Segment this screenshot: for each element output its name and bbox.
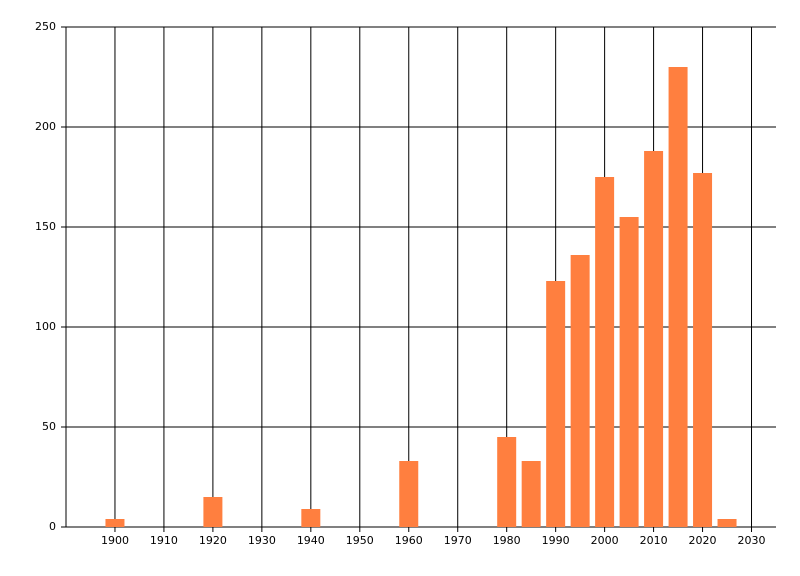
- x-tick-label: 1990: [542, 534, 570, 547]
- bar: [595, 177, 615, 527]
- x-tick-label: 1970: [444, 534, 472, 547]
- bar: [570, 255, 590, 527]
- x-tick-label: 2020: [689, 534, 717, 547]
- y-tick-label: 250: [35, 20, 56, 33]
- x-tick-label: 1940: [297, 534, 325, 547]
- bar: [693, 173, 713, 527]
- x-tick-label: 2000: [591, 534, 619, 547]
- x-tick-label: 1930: [248, 534, 276, 547]
- x-tick-label: 1900: [101, 534, 129, 547]
- bar: [619, 217, 639, 527]
- bar: [521, 461, 541, 527]
- bar: [644, 151, 664, 527]
- x-tick-label: 1950: [346, 534, 374, 547]
- bar: [301, 509, 321, 527]
- bar: [497, 437, 517, 527]
- y-tick-label: 150: [35, 220, 56, 233]
- bar: [203, 497, 223, 527]
- bar: [546, 281, 566, 527]
- y-tick-label: 100: [35, 320, 56, 333]
- x-tick-label: 1960: [395, 534, 423, 547]
- x-tick-label: 2010: [640, 534, 668, 547]
- x-tick-label: 1980: [493, 534, 521, 547]
- y-tick-label: 0: [49, 520, 56, 533]
- bar: [399, 461, 419, 527]
- y-tick-label: 200: [35, 120, 56, 133]
- bar: [105, 519, 125, 527]
- bar: [717, 519, 737, 527]
- bar: [668, 67, 688, 527]
- x-tick-label: 2030: [738, 534, 766, 547]
- x-tick-label: 1910: [150, 534, 178, 547]
- y-tick-label: 50: [42, 420, 56, 433]
- x-tick-label: 1920: [199, 534, 227, 547]
